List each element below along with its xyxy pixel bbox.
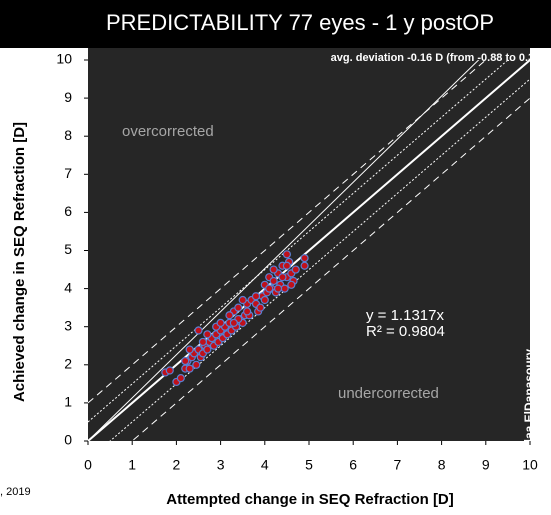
point [273, 284, 283, 293]
point [216, 318, 225, 327]
point [251, 292, 261, 301]
point [256, 303, 265, 312]
point [203, 345, 212, 354]
point [176, 374, 185, 383]
x-tick-label: 5 [305, 457, 313, 473]
y-tick-label: 1 [64, 394, 72, 410]
point [225, 311, 234, 320]
y-tick-label: 0 [64, 432, 72, 448]
x-tick-label: 10 [522, 457, 538, 473]
point [229, 318, 238, 327]
point [185, 345, 194, 354]
x-tick-label: 4 [261, 457, 269, 473]
x-tick-label: 6 [349, 457, 357, 473]
y-axis-label: Achieved change in SEQ Refraction [D] [11, 122, 28, 402]
point [265, 284, 274, 293]
y-tick-label: 7 [64, 165, 72, 181]
point [300, 261, 309, 270]
y-tick-label: 8 [64, 127, 72, 143]
chart-title: PREDICTABILITY 77 eyes - 1 y postOP [106, 10, 494, 35]
point [181, 356, 190, 366]
overcorrected-label: overcorrected [122, 123, 214, 140]
point [278, 273, 287, 282]
x-tick-label: 2 [173, 457, 181, 473]
reference-line [109, 78, 530, 441]
point [282, 261, 291, 270]
trendline-equation: y = 1.1317x [366, 307, 444, 324]
point [291, 265, 300, 274]
y-tick-label: 4 [64, 279, 72, 295]
point [243, 307, 252, 316]
x-tick-label: 1 [128, 457, 136, 473]
point [260, 295, 269, 305]
point [165, 366, 174, 375]
point [198, 337, 208, 347]
x-tick-label: 0 [84, 457, 92, 473]
x-tick-label: 7 [394, 457, 402, 473]
x-tick-label: 8 [438, 457, 446, 473]
point [192, 360, 201, 369]
point [282, 250, 291, 259]
point [269, 265, 278, 274]
y-tick-label: 2 [64, 356, 72, 372]
point [194, 326, 203, 335]
reference-line [88, 60, 487, 404]
reference-line [131, 97, 530, 441]
point [287, 280, 296, 289]
annotation: avg. deviation -0.16 D (from -0.88 to 0.… [331, 52, 545, 64]
x-tick-label: 9 [482, 457, 490, 473]
point [280, 284, 289, 293]
undercorrected-label: undercorrected [338, 385, 439, 402]
y-tick-label: 9 [64, 89, 72, 105]
point [269, 276, 278, 286]
reference-line [88, 60, 530, 441]
reference-lines [88, 60, 530, 441]
trendline [88, 60, 480, 441]
y-tick-label: 5 [64, 241, 72, 257]
point [185, 364, 194, 373]
point [203, 330, 212, 339]
point [234, 303, 243, 312]
point [300, 254, 309, 263]
y-tick-label: 3 [64, 317, 72, 333]
trendline-r2: R² = 0.9804 [366, 323, 445, 340]
footer: , 2019 [0, 486, 31, 498]
y-tick-label: 6 [64, 203, 72, 219]
y-tick-label: 10 [56, 51, 72, 67]
author: Alaa ElDanasoury [522, 349, 536, 451]
plot-area [88, 48, 530, 441]
point [238, 295, 247, 305]
x-tick-label: 3 [217, 457, 225, 473]
x-axis-label: Attempted change in SEQ Refraction [D] [166, 491, 454, 508]
reference-line [88, 60, 509, 423]
title-band [0, 0, 551, 48]
